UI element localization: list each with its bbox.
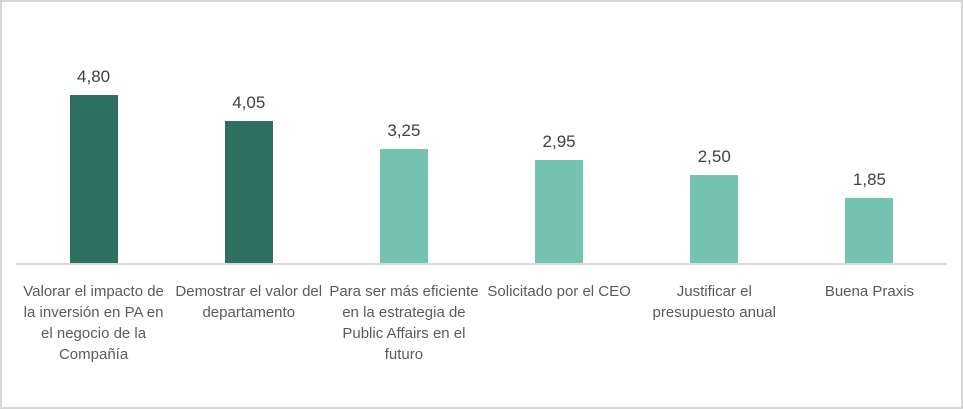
bar-value-label: 2,50 (697, 147, 731, 166)
bar (845, 198, 894, 263)
x-axis-line (16, 263, 947, 265)
bar-area: 4,05 (171, 2, 326, 263)
bar-area: 1,85 (792, 2, 947, 263)
categories-row: 4,80 Valorar el impacto de la inversión … (16, 2, 947, 407)
category-label: Solicitado por el CEO (487, 283, 631, 300)
bar (379, 149, 428, 263)
bar-value-label: 4,05 (232, 93, 266, 112)
bar-group: 4,05 Demostrar el valor del departamento (171, 2, 326, 407)
bar-area: 2,95 (482, 2, 637, 263)
category-label: Demostrar el valor del departamento (175, 283, 323, 321)
category-label: Para ser más eficiente en la estrategia … (329, 283, 479, 363)
category-label: Justificar el presupuesto anual (652, 283, 776, 321)
bar-group: 3,25 Para ser más eficiente en la estrat… (326, 2, 481, 407)
bar-area: 4,80 (16, 2, 171, 263)
bar-area: 2,50 (637, 2, 792, 263)
bar-value-label: 3,25 (387, 121, 421, 140)
bar (224, 121, 273, 263)
plot-area: 4,80 Valorar el impacto de la inversión … (16, 2, 947, 407)
category-label: Valorar el impacto de la inversión en PA… (23, 283, 164, 363)
bar-group: 1,85 Buena Praxis (792, 2, 947, 407)
bar-group: 2,50 Justificar el presupuesto anual (637, 2, 792, 407)
bar-group: 2,95 Solicitado por el CEO (482, 2, 637, 407)
bar (69, 95, 118, 263)
bar-group: 4,80 Valorar el impacto de la inversión … (16, 2, 171, 407)
bar (690, 175, 739, 263)
bar-value-label: 4,80 (77, 67, 111, 86)
bar-area: 3,25 (326, 2, 481, 263)
category-label: Buena Praxis (824, 283, 915, 300)
bar-value-label: 2,95 (542, 132, 576, 151)
bar (535, 160, 584, 263)
bar-value-label: 1,85 (852, 170, 886, 189)
